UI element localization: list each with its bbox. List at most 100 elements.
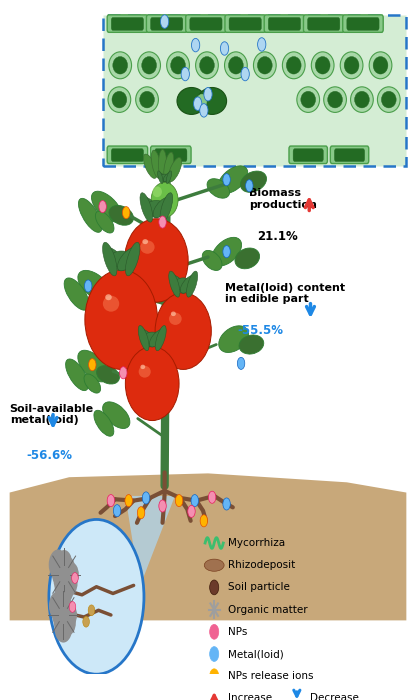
Circle shape — [84, 280, 92, 292]
FancyBboxPatch shape — [289, 146, 327, 164]
Ellipse shape — [158, 173, 166, 181]
Ellipse shape — [219, 326, 248, 353]
Ellipse shape — [109, 52, 131, 79]
Text: Soil particle: Soil particle — [228, 582, 290, 592]
Circle shape — [223, 498, 230, 510]
Ellipse shape — [377, 87, 400, 113]
Text: 21.1%: 21.1% — [258, 230, 298, 243]
Circle shape — [61, 598, 74, 619]
Circle shape — [54, 612, 65, 631]
Ellipse shape — [228, 57, 243, 74]
Ellipse shape — [240, 171, 267, 192]
Circle shape — [61, 610, 76, 636]
Ellipse shape — [354, 91, 369, 108]
FancyBboxPatch shape — [293, 148, 323, 162]
FancyBboxPatch shape — [347, 18, 379, 30]
Ellipse shape — [113, 57, 128, 74]
Ellipse shape — [126, 242, 140, 276]
Ellipse shape — [344, 57, 359, 74]
FancyBboxPatch shape — [330, 146, 369, 164]
Polygon shape — [10, 473, 406, 620]
Ellipse shape — [180, 275, 196, 293]
Circle shape — [210, 580, 219, 595]
Ellipse shape — [79, 198, 102, 232]
Ellipse shape — [138, 326, 149, 351]
Circle shape — [193, 97, 202, 111]
Circle shape — [200, 104, 208, 117]
Circle shape — [137, 507, 145, 519]
FancyBboxPatch shape — [268, 18, 301, 30]
Circle shape — [114, 505, 121, 517]
Ellipse shape — [78, 270, 111, 300]
Circle shape — [122, 206, 130, 218]
FancyBboxPatch shape — [264, 15, 305, 32]
Ellipse shape — [301, 91, 316, 108]
FancyBboxPatch shape — [343, 15, 383, 32]
Ellipse shape — [174, 278, 192, 290]
Ellipse shape — [156, 326, 166, 351]
Ellipse shape — [136, 87, 158, 113]
Ellipse shape — [152, 186, 162, 197]
Circle shape — [99, 200, 106, 213]
Circle shape — [119, 367, 127, 379]
Ellipse shape — [171, 312, 176, 316]
Ellipse shape — [160, 193, 173, 222]
Ellipse shape — [97, 365, 119, 384]
FancyBboxPatch shape — [229, 18, 261, 30]
Ellipse shape — [140, 240, 155, 253]
FancyBboxPatch shape — [186, 15, 226, 32]
FancyBboxPatch shape — [111, 18, 144, 30]
Ellipse shape — [235, 248, 260, 269]
FancyBboxPatch shape — [155, 148, 187, 162]
Circle shape — [54, 614, 72, 643]
Text: Increase: Increase — [228, 694, 272, 700]
Ellipse shape — [239, 335, 264, 354]
Circle shape — [210, 647, 219, 662]
Circle shape — [56, 592, 71, 616]
Ellipse shape — [64, 278, 89, 310]
Ellipse shape — [85, 270, 158, 370]
Ellipse shape — [140, 91, 154, 108]
Ellipse shape — [168, 158, 182, 182]
Circle shape — [49, 550, 67, 580]
Ellipse shape — [97, 284, 122, 304]
Ellipse shape — [253, 52, 276, 79]
Ellipse shape — [103, 242, 117, 276]
Circle shape — [62, 557, 75, 578]
Ellipse shape — [124, 218, 188, 302]
Ellipse shape — [158, 149, 167, 179]
Ellipse shape — [381, 91, 396, 108]
Circle shape — [52, 564, 65, 585]
Ellipse shape — [328, 91, 342, 108]
Ellipse shape — [110, 251, 133, 267]
FancyBboxPatch shape — [151, 18, 183, 30]
Ellipse shape — [104, 247, 125, 271]
Ellipse shape — [282, 52, 305, 79]
Ellipse shape — [151, 150, 161, 178]
Ellipse shape — [171, 57, 186, 74]
Circle shape — [245, 180, 253, 192]
Ellipse shape — [125, 346, 179, 421]
Ellipse shape — [66, 359, 89, 391]
Ellipse shape — [202, 251, 222, 270]
Ellipse shape — [197, 94, 207, 108]
Circle shape — [142, 492, 150, 504]
Ellipse shape — [139, 366, 151, 377]
Circle shape — [64, 562, 79, 587]
Ellipse shape — [160, 174, 169, 180]
Circle shape — [204, 88, 212, 101]
Ellipse shape — [138, 52, 161, 79]
Text: Soil-available
metal(loid): Soil-available metal(loid) — [10, 404, 94, 426]
Circle shape — [223, 174, 230, 186]
Ellipse shape — [196, 52, 218, 79]
Ellipse shape — [169, 313, 182, 325]
Ellipse shape — [108, 87, 131, 113]
Circle shape — [200, 514, 208, 527]
Ellipse shape — [151, 183, 178, 218]
FancyBboxPatch shape — [146, 15, 187, 32]
Circle shape — [56, 550, 72, 576]
Circle shape — [220, 42, 229, 55]
Circle shape — [54, 573, 74, 604]
Text: Metal(loid): Metal(loid) — [228, 649, 284, 659]
FancyBboxPatch shape — [107, 15, 148, 32]
